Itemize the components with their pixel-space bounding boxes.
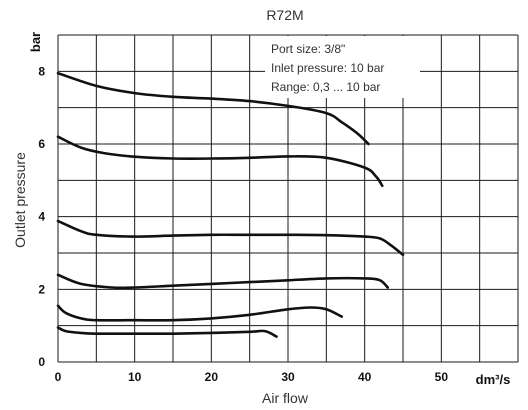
pressure-curve-4 xyxy=(56,273,389,290)
x-tick-label: 30 xyxy=(281,370,295,384)
pressure-curve-3 xyxy=(56,219,405,257)
grid xyxy=(57,34,519,363)
y-axis-label: Outlet pressure xyxy=(12,152,28,248)
x-tick-label: 20 xyxy=(205,370,219,384)
x-tick-label: 40 xyxy=(358,370,372,384)
pressure-curve-5 xyxy=(56,304,343,322)
chart-title: R72M xyxy=(266,7,303,23)
pressure-curve-6 xyxy=(56,326,278,338)
pressure-curve-2 xyxy=(56,135,384,188)
y-tick-label: 2 xyxy=(38,282,45,296)
x-tick-label: 10 xyxy=(128,370,142,384)
y-unit-label: bar xyxy=(28,32,43,52)
pressure-curve-1 xyxy=(56,71,370,146)
x-axis-label: Air flow xyxy=(262,390,309,406)
x-tick-label: 50 xyxy=(435,370,449,384)
y-tick-label: 4 xyxy=(38,210,45,224)
y-tick-label: 6 xyxy=(38,137,45,151)
y-tick-label: 8 xyxy=(38,64,45,78)
annotation-range: Range: 0,3 ... 10 bar xyxy=(271,80,380,94)
ticks: 0 10 20 30 40 50 0 2 4 6 8 xyxy=(38,64,448,384)
annotation-port-size: Port size: 3/8" xyxy=(271,42,345,56)
y-tick-label: 0 xyxy=(38,355,45,369)
x-unit-label: dm³/s xyxy=(476,372,511,387)
curves xyxy=(56,71,405,338)
x-tick-label: 0 xyxy=(55,370,62,384)
annotation-box xyxy=(265,36,420,98)
annotation-inlet-pressure: Inlet pressure: 10 bar xyxy=(271,61,384,75)
